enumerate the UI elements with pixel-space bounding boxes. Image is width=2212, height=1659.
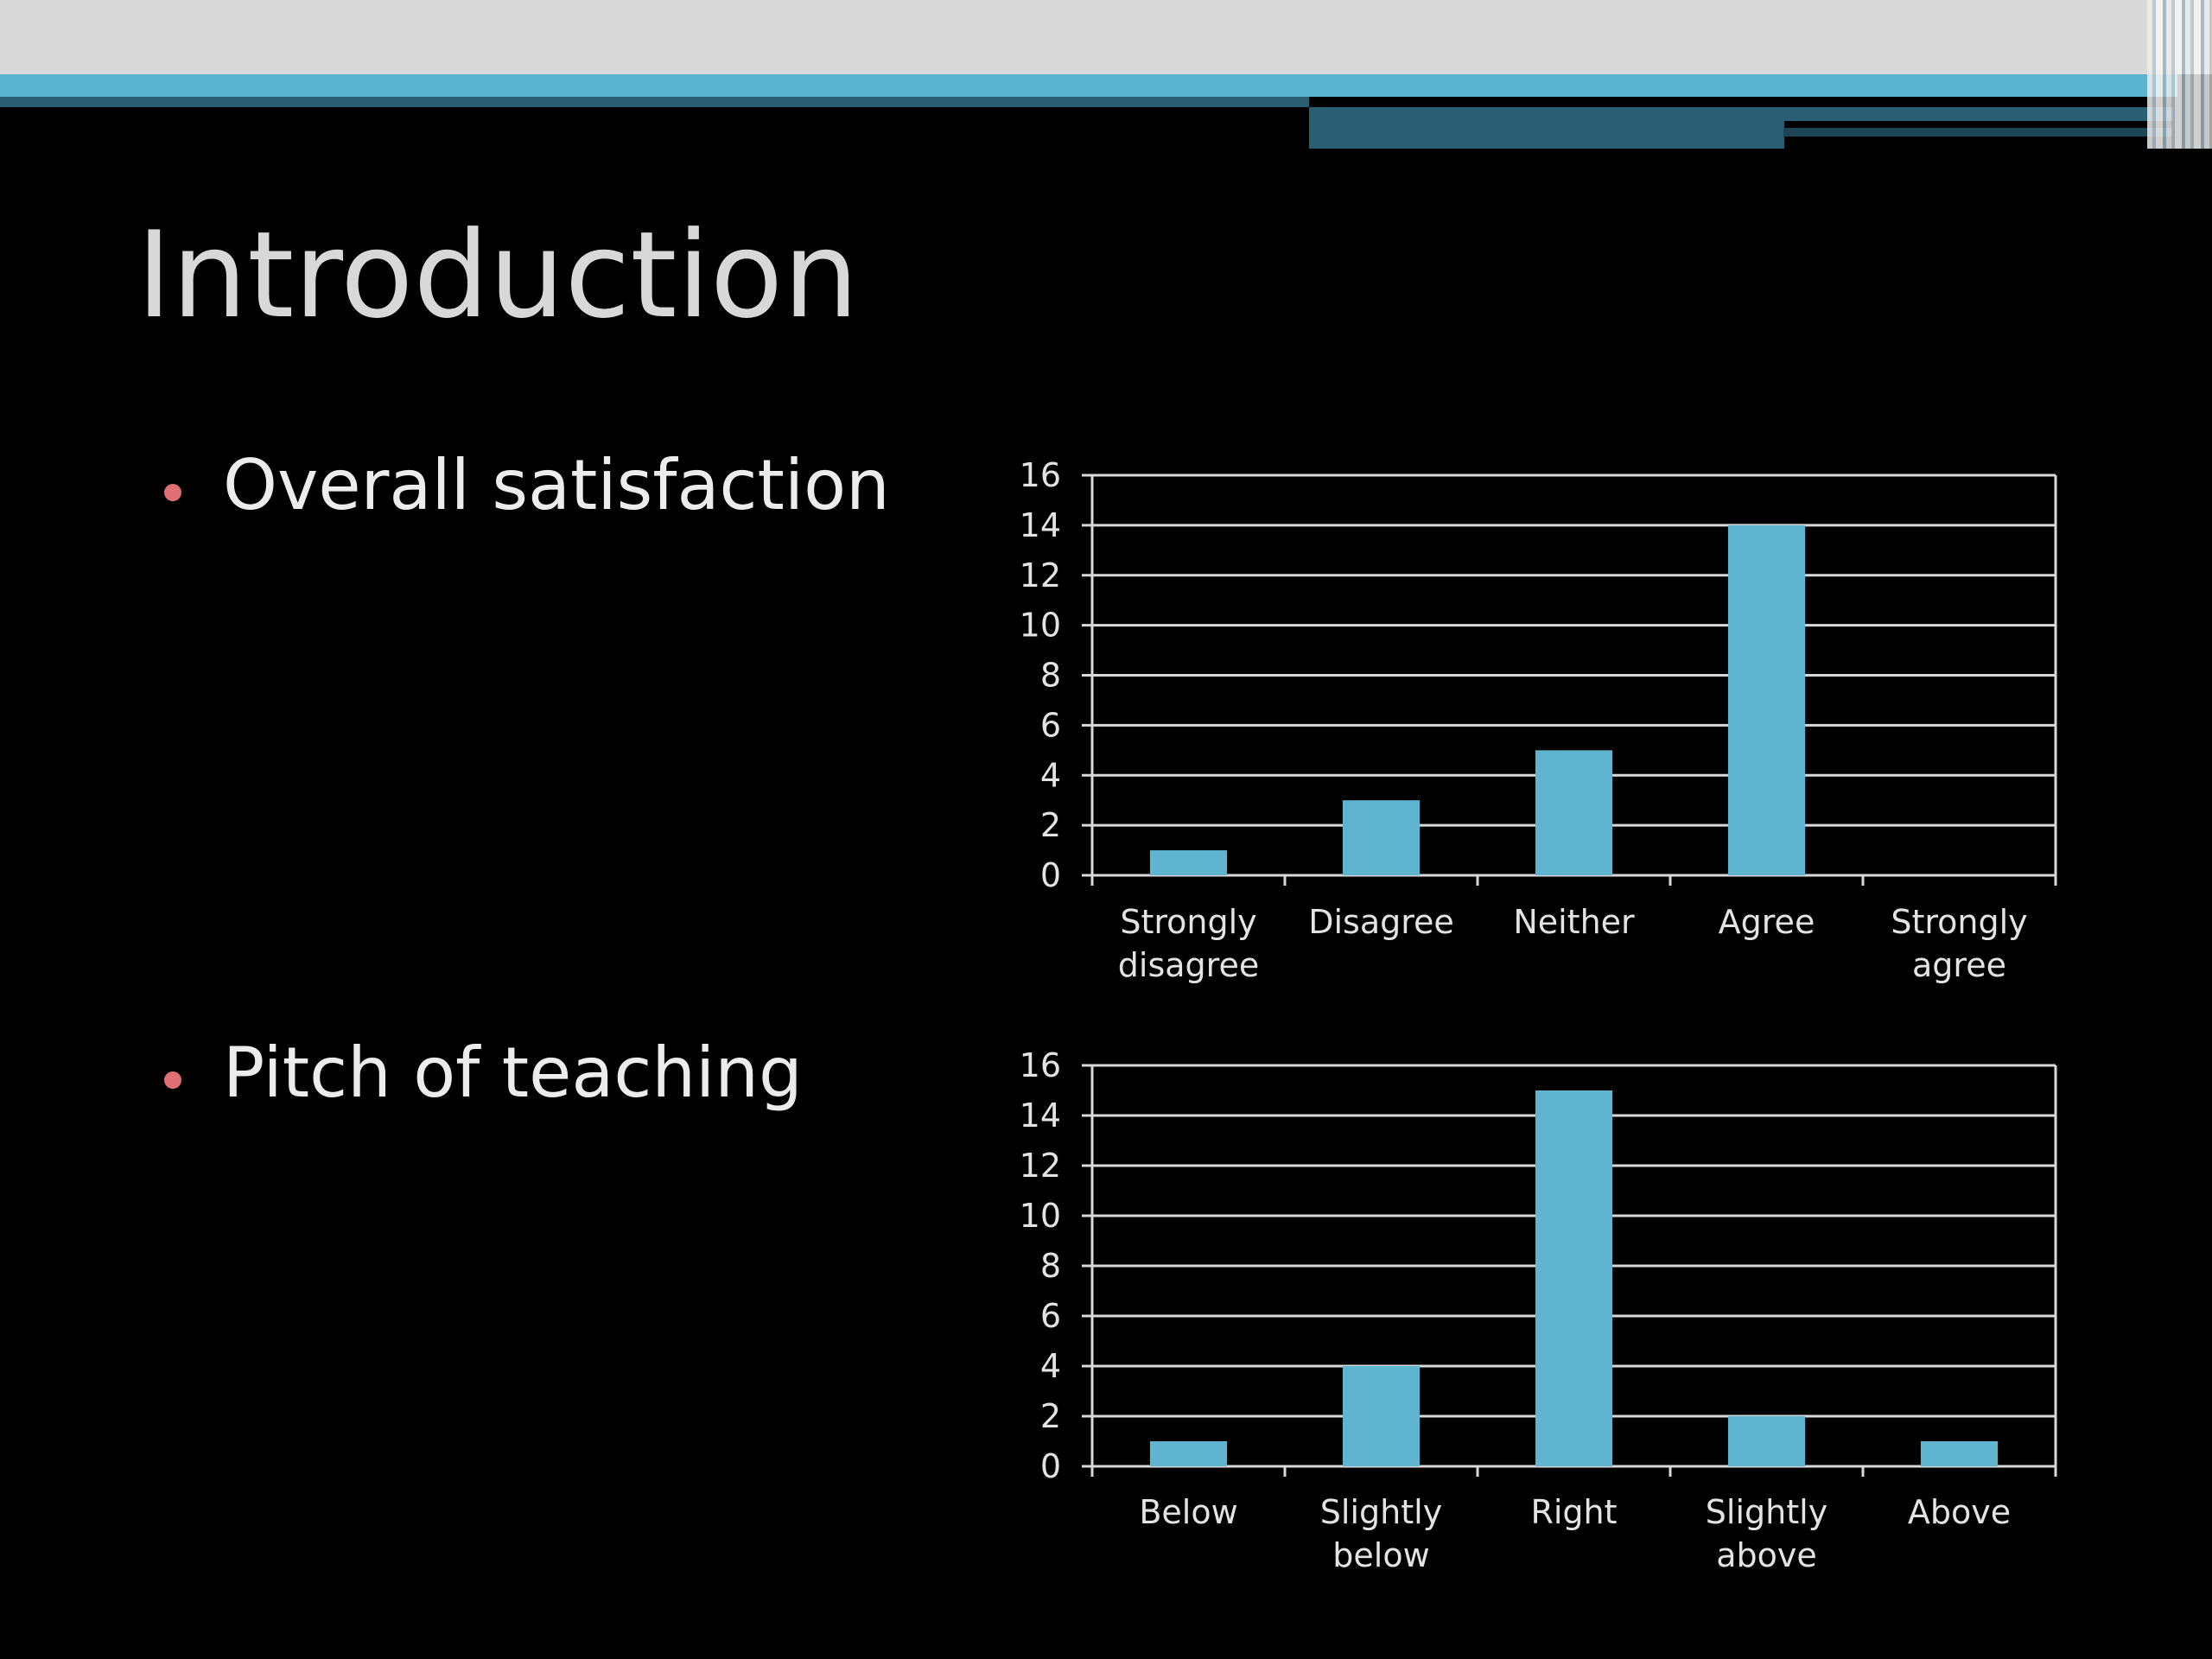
- x-tick-label: Below: [1139, 1493, 1237, 1531]
- x-tick-label: Slightly above: [1706, 1493, 1827, 1574]
- bar-1-2: [1342, 800, 1421, 875]
- y-tick-label: 14: [1020, 506, 1061, 544]
- y-tick-label: 10: [1020, 1197, 1061, 1235]
- x-tick-label: Neither: [1513, 903, 1635, 941]
- y-tick-label: 16: [1020, 1046, 1061, 1084]
- y-tick-label: 6: [1040, 1297, 1061, 1335]
- y-tick-label: 0: [1040, 1447, 1061, 1485]
- bar-1-4: [1727, 524, 1806, 875]
- header-dark-band: [0, 97, 1309, 107]
- bar-2-2: [1342, 1366, 1421, 1466]
- y-tick-label: 6: [1040, 706, 1061, 744]
- x-tick-label: Strongly disagree: [1118, 903, 1259, 984]
- bullet-label: Pitch of teaching: [223, 1033, 803, 1113]
- bullet-dot-icon: [164, 1071, 181, 1089]
- y-tick-label: 12: [1020, 1147, 1061, 1185]
- bar-2-5: [1920, 1441, 1999, 1466]
- x-tick-label: Right: [1530, 1493, 1617, 1531]
- y-tick-label: 10: [1020, 607, 1061, 645]
- y-tick-label: 4: [1040, 1347, 1061, 1385]
- header-dark-band-right: [1309, 107, 2173, 121]
- bar-2-1: [1149, 1441, 1228, 1466]
- x-tick-label: Disagree: [1308, 903, 1454, 941]
- header-dark-block: [1309, 121, 1784, 149]
- bar-1-3: [1535, 750, 1613, 875]
- y-tick-label: 14: [1020, 1096, 1061, 1135]
- slide-title: Introduction: [137, 206, 859, 345]
- bar-2-4: [1727, 1416, 1806, 1466]
- y-tick-label: 4: [1040, 756, 1061, 794]
- y-tick-label: 8: [1040, 657, 1061, 695]
- header-edge-stripes: [2147, 0, 2212, 149]
- y-tick-label: 2: [1040, 1397, 1061, 1435]
- bar-1-1: [1149, 850, 1228, 875]
- x-tick-label: Slightly below: [1320, 1493, 1442, 1574]
- x-tick-label: Above: [1908, 1493, 2011, 1531]
- window-top-bar: [0, 0, 2212, 74]
- x-tick-label: Strongly agree: [1891, 903, 2027, 984]
- y-tick-label: 16: [1020, 456, 1061, 494]
- y-tick-label: 12: [1020, 556, 1061, 594]
- x-tick-label: Agree: [1719, 903, 1815, 941]
- y-tick-label: 2: [1040, 806, 1061, 844]
- y-tick-label: 0: [1040, 856, 1061, 894]
- header-accent-band: [0, 74, 2177, 97]
- header-thin-line: [1783, 128, 2172, 137]
- bar-2-3: [1535, 1090, 1613, 1466]
- bullet-label: Overall satisfaction: [223, 445, 890, 525]
- y-tick-label: 8: [1040, 1247, 1061, 1285]
- bullet-dot-icon: [164, 484, 181, 501]
